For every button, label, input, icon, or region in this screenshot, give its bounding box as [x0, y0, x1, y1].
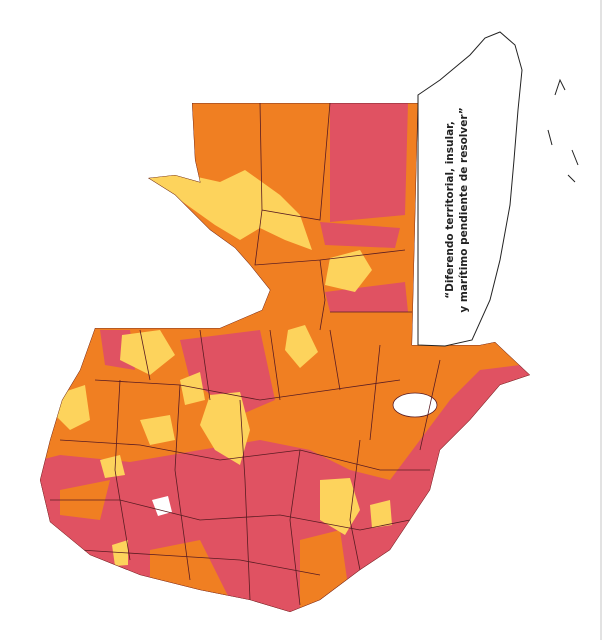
region-yellow	[140, 415, 175, 445]
belize	[417, 31, 523, 347]
municipal-borders	[40, 103, 530, 612]
region-red	[180, 330, 275, 415]
region-yellow	[325, 250, 372, 292]
cayes	[547, 78, 579, 183]
region-yellow	[285, 325, 318, 368]
region-red-north	[330, 103, 408, 222]
annotation-line: y marítimo pendiente de resolver”	[458, 107, 470, 312]
region-yellow	[180, 372, 205, 405]
region-red	[320, 222, 400, 248]
region-yellow	[200, 392, 250, 465]
lake-atitlan	[152, 496, 172, 516]
region-yellow	[112, 540, 128, 566]
region-yellow	[100, 455, 125, 478]
annotation: “Diferendo territorial, insular, y marít…	[444, 107, 470, 312]
region-yellow	[120, 330, 175, 375]
region-yellow	[370, 500, 392, 528]
lake-izabal	[392, 392, 438, 418]
annotation-line: “Diferendo territorial, insular,	[444, 121, 456, 299]
region-yellow	[148, 170, 312, 250]
